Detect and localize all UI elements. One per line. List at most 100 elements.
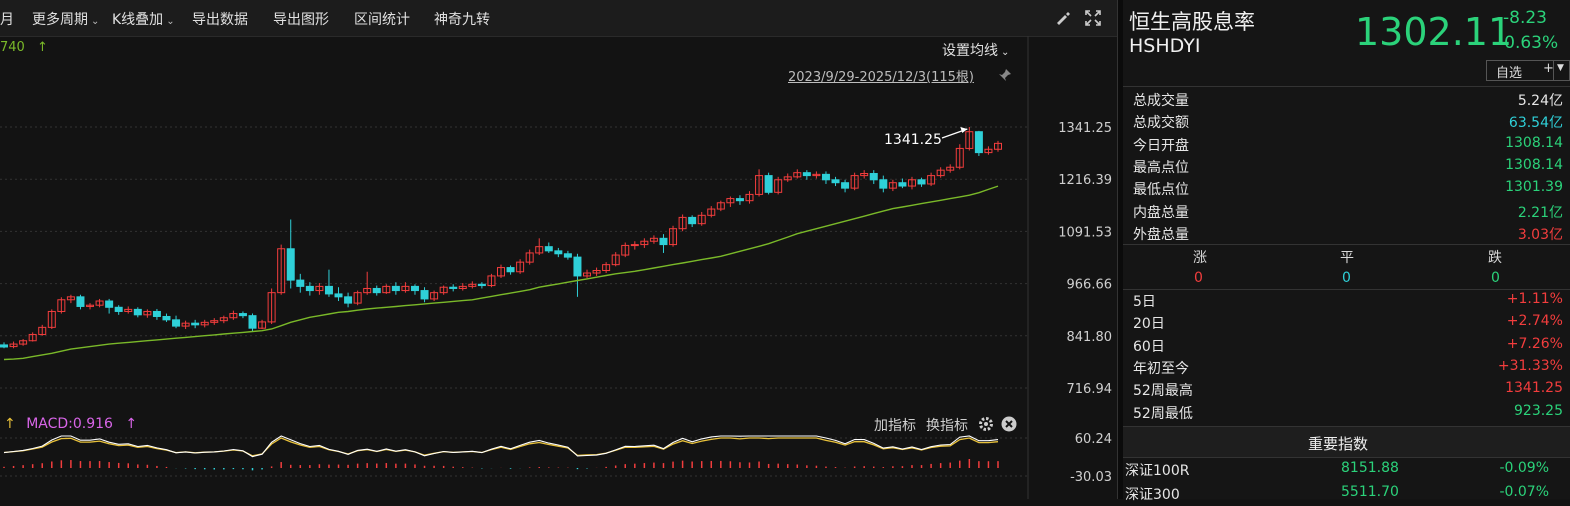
caret-down-icon: ▼ [1557,63,1564,73]
stats-value: 3.03亿 [1517,226,1563,243]
more-periods-label: 更多周期 [32,12,88,28]
up-arrow-icon: ↑ [36,40,48,55]
index-row-pct: -0.09% [1499,460,1549,476]
candle [229,313,238,319]
candle [191,322,200,326]
high-annotation: 1341.25 [884,132,942,148]
macd-y-tick-label: -30.03 [1070,470,1112,485]
candle [583,272,592,277]
candle [353,292,362,304]
periods-row: 20日 +2.74% [1133,313,1563,335]
period-month-tab[interactable]: 月 [0,12,14,28]
ma-settings-dropdown[interactable]: 设置均线 ⌄ [942,40,1009,60]
macd-dif-line [3,435,999,458]
chart-toolbar: 月 更多周期 ⌄ K线叠加 ⌄ 导出数据 导出图形 区间统计 神奇九转 [0,0,1117,37]
candle [984,148,993,154]
candle [592,269,601,274]
price-change: -8.23 [1503,8,1547,28]
candle [879,179,888,189]
candle [841,182,850,189]
ma-value: 740 [0,40,25,55]
gear-icon[interactable] [978,416,994,432]
stats-label: 外盘总量 [1133,226,1189,243]
candle [468,283,477,287]
magic-nine-button[interactable]: 神奇九转 [434,12,490,28]
candle [277,248,286,294]
candle [47,310,56,328]
candle [477,283,486,287]
candle [181,322,190,327]
stats-label: 今日开盘 [1133,137,1189,154]
watchlist-label: 自选 [1496,66,1523,81]
stats-label: 总成交量 [1133,93,1189,109]
k-overlay-dropdown[interactable]: K线叠加 ⌄ [112,9,175,29]
candle [506,267,515,273]
periods-label: 60日 [1133,338,1165,355]
stats-value: 2.21亿 [1517,204,1563,221]
add-indicator-button[interactable]: 加指标 [874,418,916,434]
candle [172,319,181,327]
candle [678,216,687,230]
more-periods-dropdown[interactable]: 更多周期 ⌄ [32,9,99,29]
candle [66,296,75,301]
up-label: 涨 [1193,250,1207,266]
macd-chart[interactable]: 60.24 -30.03 [0,410,1117,499]
candle [315,285,324,292]
draw-pen-icon[interactable] [1054,10,1070,26]
candle [974,131,983,154]
watchlist-button[interactable]: 自选 + ▼ [1486,60,1570,81]
export-chart-button[interactable]: 导出图形 [273,12,329,28]
stats-value: 5.24亿 [1517,93,1563,109]
range-stats-button[interactable]: 区间统计 [354,12,410,28]
candle [57,299,66,312]
candle [258,321,267,329]
stats-value: 1308.14 [1505,156,1563,173]
candle [955,147,964,168]
candle [9,343,18,348]
candle [602,264,611,271]
close-icon[interactable] [1001,416,1017,432]
candle [372,287,381,294]
candle [38,326,47,335]
candlestick-chart[interactable]: 1341.25 1216.39 1091.53 966.66 841.80 716.94 [0,36,1117,410]
index-row[interactable]: 深证100R 8151.88 -0.09% [1125,460,1555,482]
candle [200,321,209,326]
candle [114,306,123,312]
price-change-pct: -0.63% [1498,33,1559,53]
candle [927,175,936,185]
important-indices-title: 重要指数 [1308,435,1369,453]
candle [487,275,496,287]
candle [525,252,534,263]
important-indices-header[interactable]: 重要指数 [1123,426,1570,458]
index-row[interactable]: 深证300 5511.70 -0.07% [1125,484,1555,506]
periods-value: +7.26% [1506,335,1563,352]
candle [745,193,754,202]
pin-icon[interactable] [998,68,1012,82]
export-data-button[interactable]: 导出数据 [192,12,248,28]
switch-indicator-button[interactable]: 换指标 [926,418,968,434]
periods-value: +2.74% [1506,313,1563,330]
chevron-down-icon: ⌄ [1001,47,1010,58]
date-range-label[interactable]: 2023/9/29-2025/12/3(115根) [788,70,974,85]
candle [439,286,448,294]
index-row-name: 深证300 [1125,487,1180,503]
stats-row: 最低点位 1301.39 [1133,179,1563,201]
candle [831,179,840,184]
chevron-down-icon: ⌄ [91,16,100,27]
ma-settings-label: 设置均线 [942,43,998,59]
candle [707,208,716,216]
candle [850,175,859,189]
divider [1123,244,1570,245]
candle [248,315,257,329]
candle [869,173,878,181]
candle [649,237,658,242]
periods-label: 年初至今 [1133,360,1189,377]
candle [124,308,133,312]
candle [946,166,955,171]
candle [669,228,678,246]
candle [793,172,802,178]
fullscreen-icon[interactable] [1084,9,1102,27]
index-row-price: 5511.70 [1341,484,1399,500]
candle [363,287,372,294]
up-arrow-icon: ↑ [4,416,16,432]
